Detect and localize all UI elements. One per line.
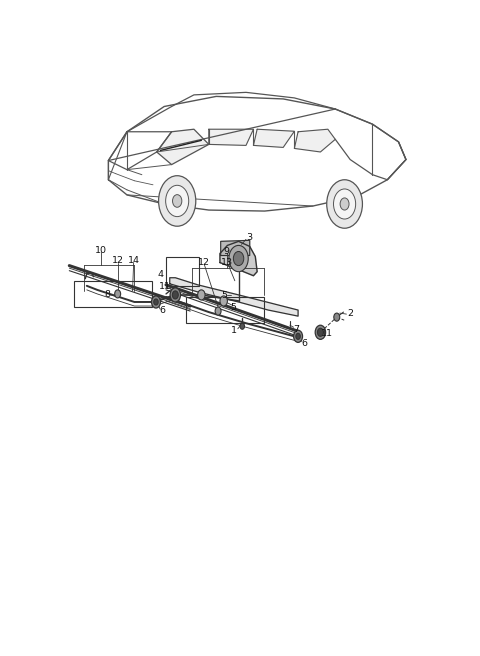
Circle shape bbox=[198, 290, 205, 300]
Circle shape bbox=[158, 176, 196, 226]
Bar bbox=[186, 297, 264, 323]
Circle shape bbox=[220, 296, 228, 306]
Text: 7: 7 bbox=[294, 325, 300, 334]
Text: 1: 1 bbox=[231, 326, 237, 335]
Polygon shape bbox=[220, 241, 257, 276]
Text: 11: 11 bbox=[159, 282, 171, 291]
Text: 8: 8 bbox=[105, 291, 110, 299]
Circle shape bbox=[229, 245, 248, 272]
Polygon shape bbox=[209, 129, 253, 146]
Text: 5: 5 bbox=[221, 291, 228, 300]
Bar bbox=[166, 256, 199, 286]
Text: 2: 2 bbox=[347, 308, 353, 318]
Text: 5: 5 bbox=[230, 302, 236, 312]
Circle shape bbox=[340, 198, 349, 210]
Text: 11: 11 bbox=[321, 329, 333, 338]
Text: 13: 13 bbox=[221, 258, 233, 267]
Bar bbox=[74, 281, 152, 307]
Circle shape bbox=[152, 296, 160, 308]
Circle shape bbox=[334, 189, 356, 219]
Circle shape bbox=[172, 195, 182, 207]
Text: 9: 9 bbox=[224, 247, 229, 256]
Text: 10: 10 bbox=[95, 246, 107, 255]
Text: 12: 12 bbox=[112, 256, 124, 265]
Circle shape bbox=[115, 290, 120, 298]
Circle shape bbox=[334, 313, 340, 321]
Circle shape bbox=[170, 288, 180, 302]
Polygon shape bbox=[221, 240, 250, 255]
Text: 4: 4 bbox=[157, 270, 163, 279]
Circle shape bbox=[166, 185, 189, 216]
Circle shape bbox=[317, 328, 324, 337]
Circle shape bbox=[296, 333, 300, 339]
Circle shape bbox=[154, 299, 158, 305]
Polygon shape bbox=[156, 129, 209, 165]
Circle shape bbox=[215, 307, 221, 315]
Text: 12: 12 bbox=[198, 258, 210, 267]
Polygon shape bbox=[170, 277, 298, 316]
Polygon shape bbox=[294, 129, 335, 152]
Circle shape bbox=[315, 325, 325, 339]
Text: 6: 6 bbox=[302, 339, 308, 348]
Circle shape bbox=[233, 251, 244, 266]
Text: 6: 6 bbox=[159, 306, 165, 315]
Text: 14: 14 bbox=[128, 256, 140, 265]
Circle shape bbox=[294, 330, 302, 342]
Polygon shape bbox=[253, 129, 294, 148]
Text: 3: 3 bbox=[246, 233, 252, 242]
Circle shape bbox=[327, 180, 362, 228]
Circle shape bbox=[172, 291, 178, 299]
Circle shape bbox=[240, 323, 244, 329]
